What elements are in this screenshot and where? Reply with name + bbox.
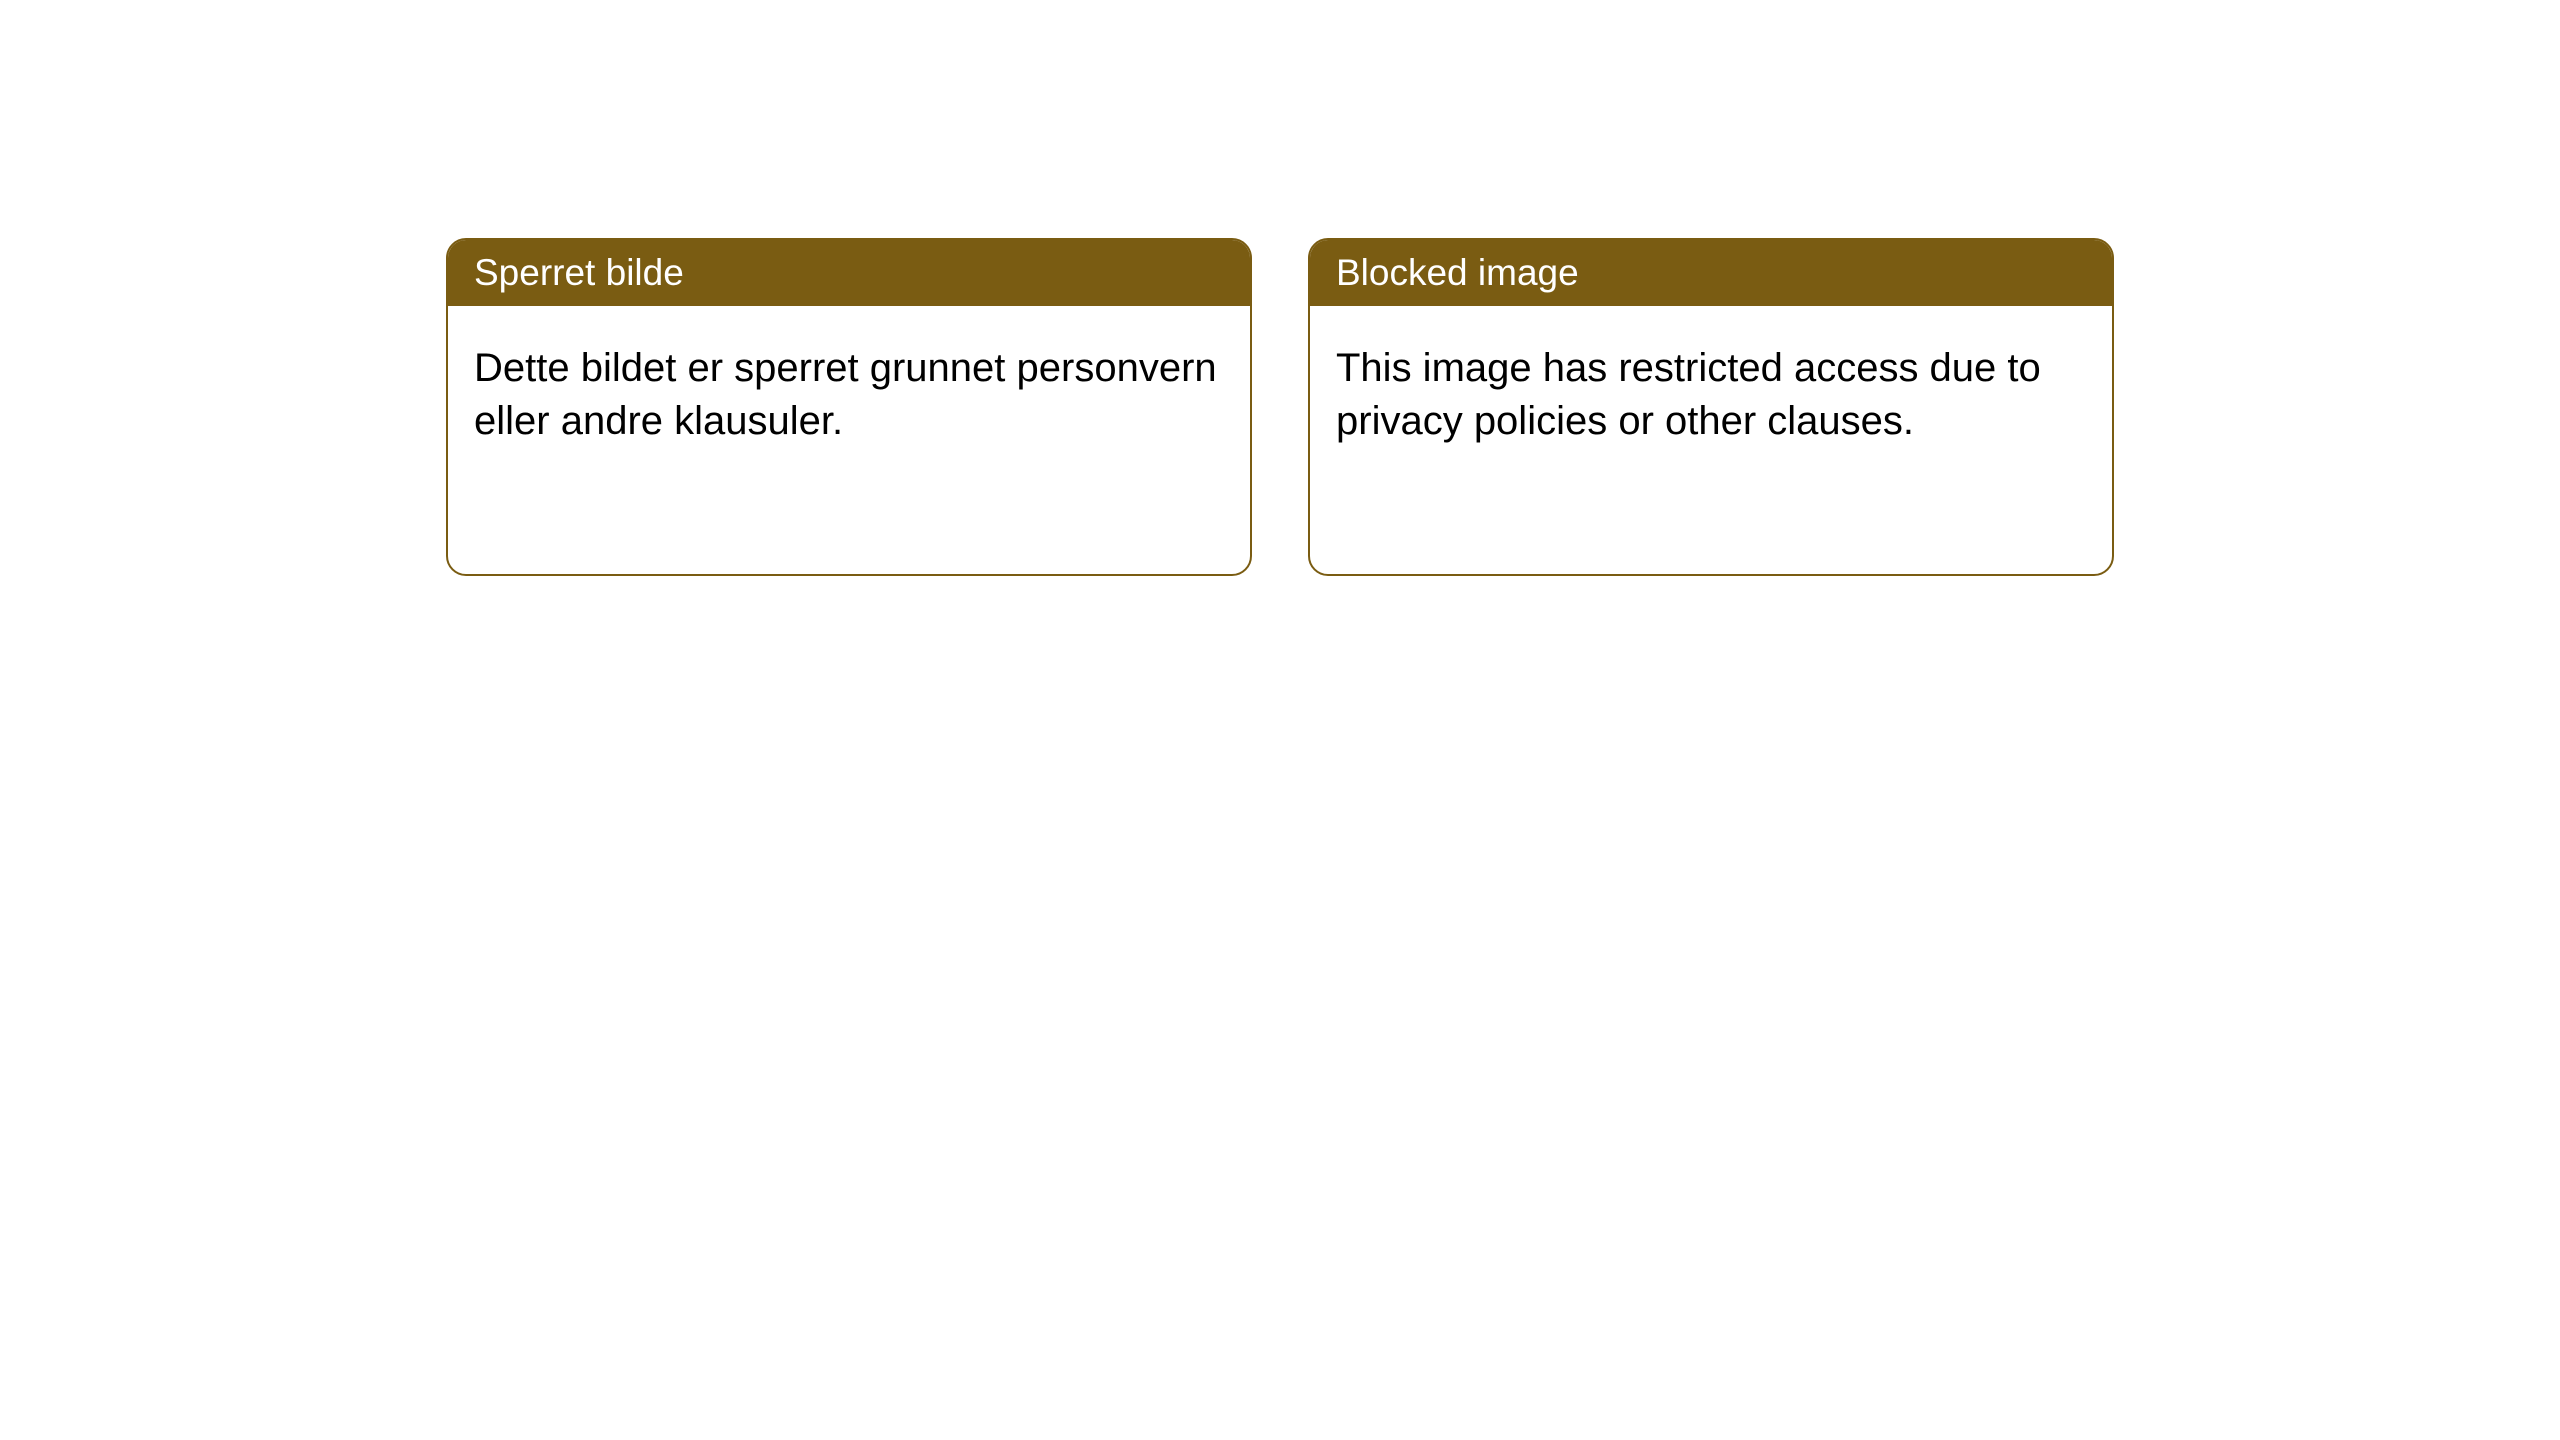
- blocked-image-card-english: Blocked image This image has restricted …: [1308, 238, 2114, 576]
- card-body-text: Dette bildet er sperret grunnet personve…: [448, 306, 1250, 484]
- blocked-image-card-norwegian: Sperret bilde Dette bildet er sperret gr…: [446, 238, 1252, 576]
- card-body-text: This image has restricted access due to …: [1310, 306, 2112, 484]
- card-title: Sperret bilde: [448, 240, 1250, 306]
- card-title: Blocked image: [1310, 240, 2112, 306]
- notice-container: Sperret bilde Dette bildet er sperret gr…: [0, 0, 2560, 576]
